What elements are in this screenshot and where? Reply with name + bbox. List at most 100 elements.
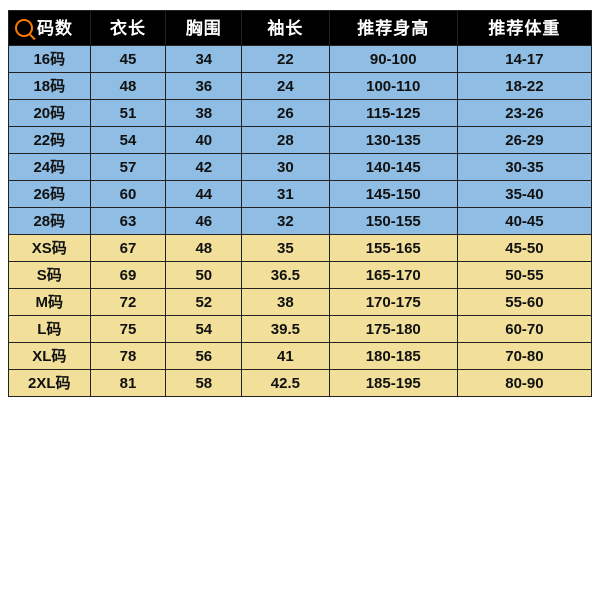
cell-sleeve: 41	[242, 343, 329, 370]
col-header-weight: 推荐体重	[457, 11, 591, 46]
cell-length: 69	[90, 262, 166, 289]
cell-height: 130-135	[329, 127, 457, 154]
col-header-size: 码数	[9, 11, 91, 46]
cell-height: 155-165	[329, 235, 457, 262]
cell-sleeve: 32	[242, 208, 329, 235]
cell-sleeve: 28	[242, 127, 329, 154]
cell-chest: 38	[166, 100, 242, 127]
cell-length: 78	[90, 343, 166, 370]
table-row: 24码574230140-14530-35	[9, 154, 592, 181]
cell-weight: 35-40	[457, 181, 591, 208]
cell-length: 67	[90, 235, 166, 262]
cell-chest: 50	[166, 262, 242, 289]
cell-length: 45	[90, 46, 166, 73]
cell-chest: 52	[166, 289, 242, 316]
cell-sleeve: 36.5	[242, 262, 329, 289]
cell-length: 72	[90, 289, 166, 316]
cell-weight: 40-45	[457, 208, 591, 235]
cell-height: 115-125	[329, 100, 457, 127]
cell-weight: 55-60	[457, 289, 591, 316]
cell-length: 54	[90, 127, 166, 154]
search-icon	[15, 19, 33, 37]
cell-height: 180-185	[329, 343, 457, 370]
cell-size: XL码	[9, 343, 91, 370]
cell-weight: 18-22	[457, 73, 591, 100]
cell-sleeve: 30	[242, 154, 329, 181]
table-row: 2XL码815842.5185-19580-90	[9, 370, 592, 397]
cell-length: 48	[90, 73, 166, 100]
cell-size: 2XL码	[9, 370, 91, 397]
col-header-label: 码数	[37, 19, 73, 38]
cell-weight: 26-29	[457, 127, 591, 154]
cell-sleeve: 38	[242, 289, 329, 316]
cell-size: S码	[9, 262, 91, 289]
cell-size: L码	[9, 316, 91, 343]
table-row: 16码45342290-10014-17	[9, 46, 592, 73]
col-header-sleeve: 袖长	[242, 11, 329, 46]
table-row: XS码674835155-16545-50	[9, 235, 592, 262]
cell-size: XS码	[9, 235, 91, 262]
cell-weight: 45-50	[457, 235, 591, 262]
cell-weight: 60-70	[457, 316, 591, 343]
cell-height: 140-145	[329, 154, 457, 181]
cell-sleeve: 22	[242, 46, 329, 73]
table-header: 码数衣长胸围袖长推荐身高推荐体重	[9, 11, 592, 46]
cell-sleeve: 24	[242, 73, 329, 100]
table-row: 20码513826115-12523-26	[9, 100, 592, 127]
cell-weight: 50-55	[457, 262, 591, 289]
cell-length: 57	[90, 154, 166, 181]
table-row: M码725238170-17555-60	[9, 289, 592, 316]
cell-height: 165-170	[329, 262, 457, 289]
table-row: S码695036.5165-17050-55	[9, 262, 592, 289]
col-header-height: 推荐身高	[329, 11, 457, 46]
cell-size: M码	[9, 289, 91, 316]
cell-chest: 58	[166, 370, 242, 397]
cell-height: 175-180	[329, 316, 457, 343]
cell-height: 100-110	[329, 73, 457, 100]
cell-chest: 42	[166, 154, 242, 181]
cell-size: 28码	[9, 208, 91, 235]
cell-weight: 14-17	[457, 46, 591, 73]
cell-chest: 40	[166, 127, 242, 154]
cell-chest: 44	[166, 181, 242, 208]
cell-height: 145-150	[329, 181, 457, 208]
cell-length: 81	[90, 370, 166, 397]
cell-chest: 46	[166, 208, 242, 235]
cell-weight: 80-90	[457, 370, 591, 397]
cell-chest: 36	[166, 73, 242, 100]
cell-weight: 70-80	[457, 343, 591, 370]
table-row: 28码634632150-15540-45	[9, 208, 592, 235]
cell-size: 16码	[9, 46, 91, 73]
table-body: 16码45342290-10014-1718码483624100-11018-2…	[9, 46, 592, 397]
cell-length: 75	[90, 316, 166, 343]
cell-length: 60	[90, 181, 166, 208]
cell-size: 22码	[9, 127, 91, 154]
table-row: 26码604431145-15035-40	[9, 181, 592, 208]
cell-size: 24码	[9, 154, 91, 181]
cell-length: 63	[90, 208, 166, 235]
col-header-length: 衣长	[90, 11, 166, 46]
cell-chest: 34	[166, 46, 242, 73]
cell-height: 150-155	[329, 208, 457, 235]
cell-size: 26码	[9, 181, 91, 208]
cell-height: 185-195	[329, 370, 457, 397]
cell-sleeve: 31	[242, 181, 329, 208]
table-row: L码755439.5175-18060-70	[9, 316, 592, 343]
cell-chest: 54	[166, 316, 242, 343]
cell-sleeve: 39.5	[242, 316, 329, 343]
cell-chest: 48	[166, 235, 242, 262]
cell-height: 90-100	[329, 46, 457, 73]
cell-height: 170-175	[329, 289, 457, 316]
cell-sleeve: 42.5	[242, 370, 329, 397]
table-row: XL码785641180-18570-80	[9, 343, 592, 370]
size-chart-table: 码数衣长胸围袖长推荐身高推荐体重 16码45342290-10014-1718码…	[8, 10, 592, 397]
cell-weight: 30-35	[457, 154, 591, 181]
cell-size: 18码	[9, 73, 91, 100]
cell-weight: 23-26	[457, 100, 591, 127]
cell-size: 20码	[9, 100, 91, 127]
cell-sleeve: 35	[242, 235, 329, 262]
cell-chest: 56	[166, 343, 242, 370]
cell-length: 51	[90, 100, 166, 127]
col-header-chest: 胸围	[166, 11, 242, 46]
cell-sleeve: 26	[242, 100, 329, 127]
